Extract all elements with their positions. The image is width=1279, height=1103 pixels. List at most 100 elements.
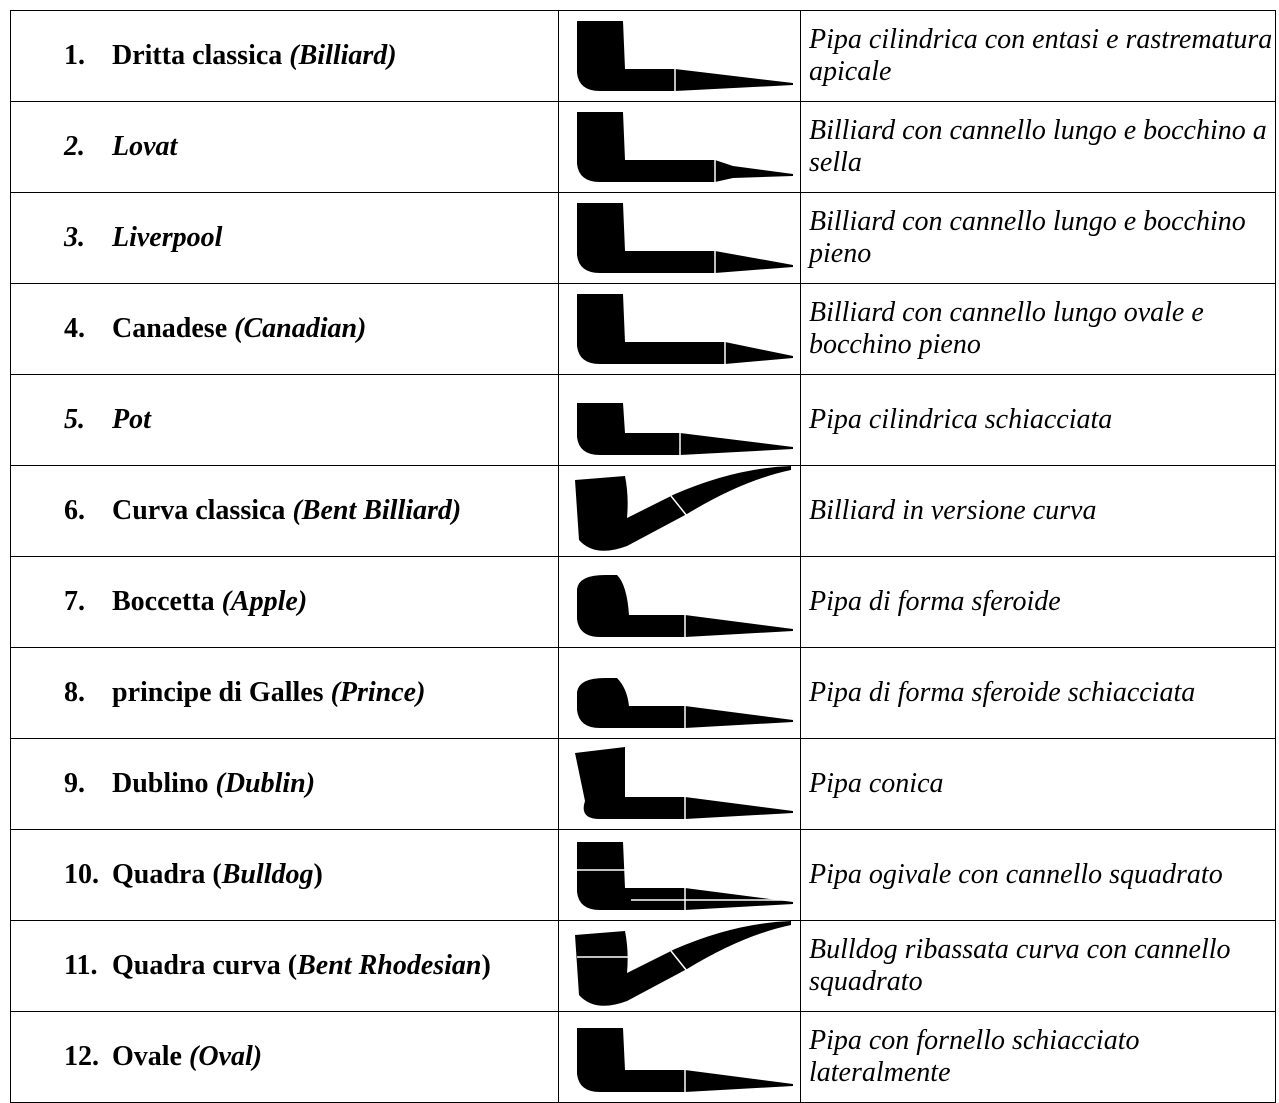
description-cell: Billiard con cannello lungo e bocchino a… xyxy=(800,101,1276,193)
pipe-silhouette xyxy=(577,294,793,364)
description-cell: Billiard con cannello lungo e bocchino p… xyxy=(800,192,1276,284)
row-number: 2. xyxy=(64,131,85,162)
image-cell xyxy=(558,556,801,648)
table-row: 11. Quadra curva (Bent Rhodesian) Bulldog … xyxy=(10,920,1276,1012)
image-cell xyxy=(558,920,801,1012)
pipe-icon xyxy=(577,842,793,910)
pipe-name: Curva classica xyxy=(112,495,293,526)
pipe-silhouette xyxy=(577,842,793,910)
image-cell xyxy=(558,1011,801,1103)
pipe-name: Quadra curva ( xyxy=(112,950,298,981)
row-number: 12. xyxy=(64,1041,99,1072)
image-cell xyxy=(558,647,801,739)
image-cell xyxy=(558,10,801,102)
row-number: 6. xyxy=(64,495,85,526)
image-cell xyxy=(558,465,801,557)
pipe-name: principe di Galles xyxy=(112,677,331,708)
row-number: 8. xyxy=(64,677,85,708)
pipe-joint xyxy=(670,495,688,517)
pipe-silhouette xyxy=(577,112,793,182)
name-cell: 3. Liverpool xyxy=(10,192,559,284)
name-cell: 11. Quadra curva (Bent Rhodesian) xyxy=(10,920,559,1012)
pipe-name: ) xyxy=(481,950,491,981)
document: 1. Dritta classica (Billiard) Pipa cilindr… xyxy=(10,10,1276,1103)
pipe-name: (Dublin) xyxy=(215,768,316,799)
pipe-icon xyxy=(577,575,793,637)
description-cell: Pipa di forma sferoide xyxy=(800,556,1276,648)
image-cell xyxy=(558,192,801,284)
pipe-name: Lovat xyxy=(112,131,178,162)
pipe-name: (Apple) xyxy=(221,586,308,617)
pipe-name: ) xyxy=(313,859,323,890)
name-cell: 12. Ovale (Oval) xyxy=(10,1011,559,1103)
table-row: 6. Curva classica (Bent Billiard) Billiard… xyxy=(10,465,1276,557)
pipe-icon xyxy=(577,112,793,182)
pipe-joint xyxy=(670,950,688,972)
description-cell: Pipa con fornello schiacciato lateralmen… xyxy=(800,1011,1276,1103)
pipe-name: Quadra ( xyxy=(112,859,222,890)
pipe-name: Dritta classica xyxy=(112,40,290,71)
pipe-silhouette xyxy=(575,921,791,1006)
row-number: 7. xyxy=(64,586,85,617)
table-row: 4. Canadese (Canadian) Billiard con cannel… xyxy=(10,283,1276,375)
table-row: 7. Boccetta (Apple) Pipa di forma sferoide xyxy=(10,556,1276,648)
pipe-icon xyxy=(575,747,793,819)
description-cell: Billiard con cannello lungo ovale e bocc… xyxy=(800,283,1276,375)
description-cell: Pipa cilindrica schiacciata xyxy=(800,374,1276,466)
pipe-silhouette xyxy=(577,575,793,637)
row-number: 10. xyxy=(64,859,99,890)
image-cell xyxy=(558,829,801,921)
image-cell xyxy=(558,738,801,830)
table-row: 8. principe di Galles (Prince) Pipa di for… xyxy=(10,647,1276,739)
name-cell: 10. Quadra (Bulldog) xyxy=(10,829,559,921)
pipe-silhouette xyxy=(575,747,793,819)
pipe-icon xyxy=(577,21,793,91)
pipe-name: (Oval) xyxy=(189,1041,263,1072)
description-cell: Billiard in versione curva xyxy=(800,465,1276,557)
pipe-name: Dublino xyxy=(112,768,216,799)
description-cell: Bulldog ribassata curva con cannello squ… xyxy=(800,920,1276,1012)
pipe-icon xyxy=(577,1028,793,1092)
table-row: 2. Lovat Billiard con cannello lungo e boc… xyxy=(10,101,1276,193)
pipe-name: Ovale xyxy=(112,1041,189,1072)
row-number: 3. xyxy=(64,222,85,253)
table-row: 1. Dritta classica (Billiard) Pipa cilindr… xyxy=(10,10,1276,102)
name-cell: 4. Canadese (Canadian) xyxy=(10,283,559,375)
pipe-name: Liverpool xyxy=(112,222,223,253)
pipe-table: 1. Dritta classica (Billiard) Pipa cilindr… xyxy=(10,10,1276,1103)
pipe-silhouette xyxy=(577,203,793,273)
pipe-name: Bulldog xyxy=(221,859,314,890)
pipe-name: (Canadian) xyxy=(234,313,367,344)
pipe-icon xyxy=(577,678,793,728)
name-cell: 6. Curva classica (Bent Billiard) xyxy=(10,465,559,557)
description-cell: Pipa ogivale con cannello squadrato xyxy=(800,829,1276,921)
pipe-silhouette xyxy=(575,466,791,551)
pipe-silhouette xyxy=(577,1028,793,1092)
pipe-icon xyxy=(577,403,793,455)
pipe-icon xyxy=(577,203,793,273)
pipe-icon xyxy=(577,294,793,364)
table-row: 12. Ovale (Oval) Pipa con fornello schiacc… xyxy=(10,1011,1276,1103)
pipe-silhouette xyxy=(577,403,793,455)
description-cell: Pipa conica xyxy=(800,738,1276,830)
name-cell: 8. principe di Galles (Prince) xyxy=(10,647,559,739)
pipe-name: (Billiard) xyxy=(289,40,397,71)
description-cell: Pipa cilindrica con entasi e rastrematur… xyxy=(800,10,1276,102)
pipe-name: (Bent Billiard) xyxy=(292,495,462,526)
image-cell xyxy=(558,283,801,375)
table-row: 10. Quadra (Bulldog) Pipa ogivale con cann… xyxy=(10,829,1276,921)
pipe-silhouette xyxy=(577,678,793,728)
name-cell: 2. Lovat xyxy=(10,101,559,193)
name-cell: 5. Pot xyxy=(10,374,559,466)
name-cell: 9. Dublino (Dublin) xyxy=(10,738,559,830)
row-number: 11. xyxy=(64,950,98,981)
pipe-name: Pot xyxy=(112,404,151,435)
pipe-silhouette xyxy=(577,21,793,91)
pipe-icon xyxy=(575,921,791,1006)
table-row: 3. Liverpool Billiard con cannello lungo e… xyxy=(10,192,1276,284)
pipe-name: Boccetta xyxy=(112,586,222,617)
image-cell xyxy=(558,101,801,193)
row-number: 9. xyxy=(64,768,85,799)
table-row: 9. Dublino (Dublin) Pipa conica xyxy=(10,738,1276,830)
